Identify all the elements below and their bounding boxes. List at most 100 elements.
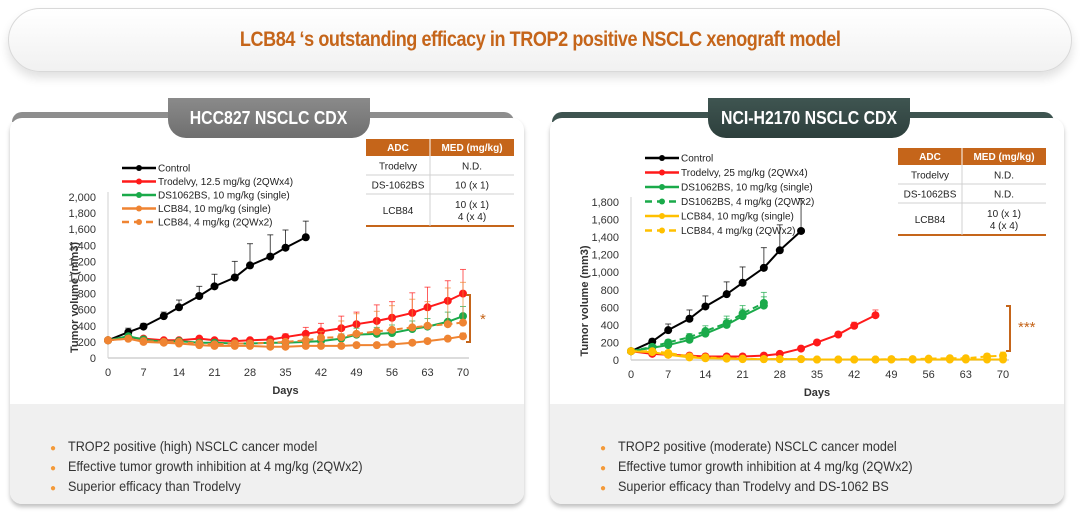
summary-bullets: ● TROP2 positive (high) NSCLC cancer mode…: [50, 436, 395, 496]
y-tick-label: 600: [601, 302, 619, 314]
data-point: [961, 354, 970, 363]
x-tick-label: 70: [457, 367, 469, 379]
legend-label: Control: [681, 154, 713, 165]
table-header-bg: [898, 148, 1046, 165]
data-point: [372, 327, 381, 336]
panel-summary-area: [550, 404, 1064, 504]
series-lcb84-4-mg-kg-2qwx2-: [104, 281, 467, 349]
bullet-dot-icon: ●: [50, 463, 57, 474]
page-title: LCB84 ‘s outstanding efficacy in TROP2 p…: [239, 28, 841, 51]
legend-item: LCB84, 10 mg/kg (single): [122, 204, 271, 215]
x-tick-label: 49: [885, 369, 897, 381]
legend-marker: [659, 169, 665, 176]
data-point: [352, 329, 361, 338]
table-header-cell: ADC: [919, 152, 941, 163]
legend-item: LCB84, 10 mg/kg (single): [645, 212, 794, 223]
table-header-cell: MED (mg/kg): [973, 152, 1034, 163]
data-point: [664, 348, 673, 357]
data-point: [983, 352, 992, 361]
x-tick-label: 28: [244, 367, 256, 379]
legend-label: LCB84, 4 mg/kg (2QWx2): [158, 218, 272, 229]
y-axis-title: Tumor volume (mm3): [69, 242, 81, 353]
y-tick-label: 2,000: [68, 192, 96, 204]
table-cell-adc: DS-1062BS: [372, 181, 425, 192]
data-point: [797, 344, 806, 353]
panel-title: NCI-H2170 NSCLC CDX: [720, 107, 898, 128]
data-point: [337, 333, 346, 342]
legend-marker: [136, 205, 142, 212]
legend-marker: [659, 213, 665, 219]
bullet-item: ● TROP2 positive (high) NSCLC cancer mode…: [50, 438, 318, 454]
table-cell-med: 10 (x 1): [987, 209, 1021, 220]
bullet-dot-icon: ●: [600, 483, 607, 494]
y-tick-label: 1,200: [591, 250, 619, 262]
data-point: [317, 333, 325, 342]
series-line: [107, 321, 464, 346]
data-point: [813, 355, 821, 364]
legend-item: LCB84, 4 mg/kg (2QWx2): [122, 218, 272, 229]
data-point: [627, 347, 635, 356]
y-tick-label: 1,000: [591, 267, 619, 279]
data-point: [759, 355, 768, 364]
y-tick-label: 1,600: [68, 224, 96, 236]
table-row: Trodelvy N.D.: [911, 171, 1014, 182]
y-tick-label: 0: [90, 353, 96, 365]
legend-marker: [136, 192, 142, 198]
data-point: [230, 273, 239, 282]
data-point: [210, 340, 219, 349]
legend-item: Trodelvy, 12.5 mg/kg (2QWx4): [122, 177, 293, 188]
data-point: [701, 302, 710, 311]
series-lcb84-4-mg-kg-2qwx2-: [627, 347, 1007, 364]
y-tick-label: 0: [613, 355, 619, 367]
data-point: [230, 339, 239, 348]
x-tick-label: 63: [960, 369, 972, 381]
bullet-item: ● TROP2 positive (moderate) NSCLC cancer …: [600, 438, 897, 454]
legend-label: Control: [158, 164, 190, 175]
y-tick-label: 200: [78, 337, 96, 349]
data-point: [266, 338, 275, 347]
data-point: [175, 303, 183, 312]
table-cell-adc: LCB84: [383, 206, 414, 217]
x-tick-label: 49: [350, 367, 362, 379]
legend-label: DS1062BS, 4 mg/kg (2QWx2): [681, 197, 814, 208]
table-row: LCB84 10 (x 1)4 (x 4): [915, 209, 1021, 232]
data-point: [317, 341, 325, 350]
legend-label: Trodelvy, 12.5 mg/kg (2QWx4): [158, 177, 293, 188]
data-point: [871, 311, 880, 320]
data-point: [850, 355, 859, 364]
data-point: [246, 339, 254, 348]
legend-label: Trodelvy, 25 mg/kg (2QWx4): [681, 168, 808, 179]
bullet-dot-icon: ●: [50, 483, 57, 494]
table-cell-adc: LCB84: [915, 215, 946, 226]
series-ds1062bs-4-mg-kg-2qwx2-: [627, 291, 768, 356]
data-point: [945, 354, 954, 363]
x-tick-label: 14: [173, 367, 185, 379]
legend-label: LCB84, 4 mg/kg (2QWx2): [681, 226, 795, 237]
table-row: DS-1062BS N.D.: [904, 190, 1014, 201]
data-point: [813, 338, 821, 347]
y-tick-label: 200: [601, 337, 619, 349]
panel-body: ● TROP2 positive (high) NSCLC cancer mode…: [10, 118, 524, 504]
table-row: Trodelvy N.D.: [379, 162, 482, 173]
y-tick-label: 1,200: [68, 256, 96, 268]
data-point: [999, 351, 1007, 360]
data-point: [722, 290, 731, 299]
x-tick-label: 42: [315, 367, 327, 379]
x-tick-label: 35: [811, 369, 823, 381]
data-point: [423, 321, 432, 330]
x-tick-label: 14: [699, 369, 711, 381]
data-point: [443, 334, 452, 343]
data-point: [281, 337, 290, 346]
data-point: [797, 355, 806, 364]
table-cell-med: 4 (x 4): [458, 212, 486, 223]
bullet-item: ● Superior efficacy than Trodelvy and DS-…: [600, 478, 889, 494]
significance-label: *: [480, 311, 486, 328]
legend-marker: [136, 178, 142, 185]
legend-marker: [659, 155, 665, 161]
data-point: [104, 336, 112, 345]
med-table: ADC MED (mg/kg) Trodelvy N.D. DS-1062BS N.D. L…: [898, 148, 1046, 236]
data-point: [210, 282, 219, 291]
data-point: [423, 337, 432, 346]
data-point: [701, 327, 710, 336]
